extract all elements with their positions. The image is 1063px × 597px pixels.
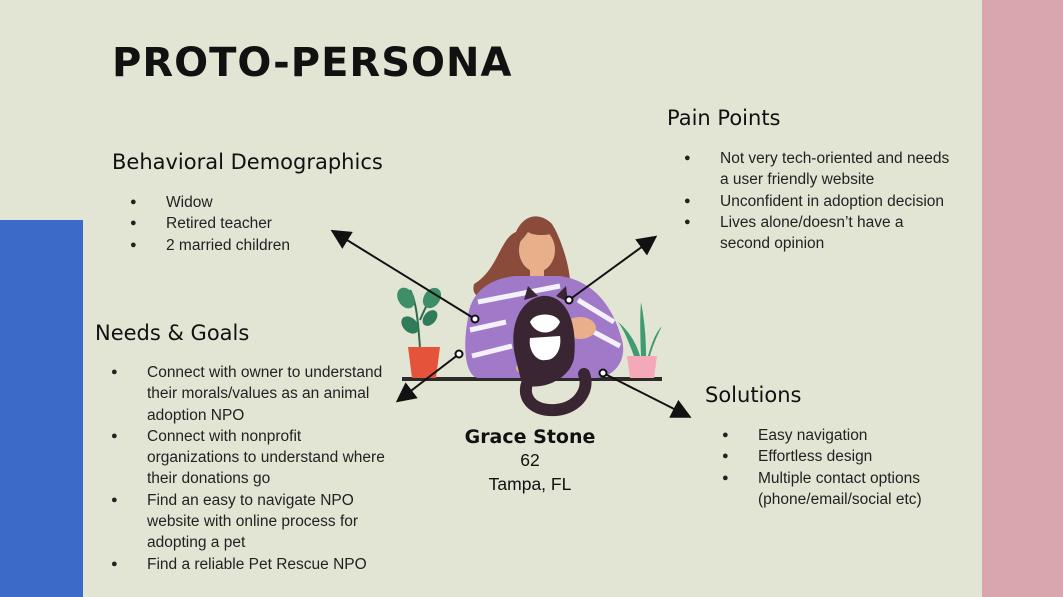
right-decor-band — [982, 0, 1063, 597]
succulent-icon — [618, 302, 662, 378]
list-item: Connect with nonprofit organizations to … — [95, 426, 395, 490]
page-title: PROTO-PERSONA — [112, 40, 513, 86]
persona-name: Grace Stone — [464, 426, 596, 448]
behavioral-demographics-heading: Behavioral Demographics — [112, 150, 383, 174]
needs-goals-heading: Needs & Goals — [95, 321, 250, 345]
list-item: Lives alone/doesn’t have a second opinio… — [675, 212, 950, 255]
cat-icon — [513, 286, 592, 417]
potted-plant-icon — [397, 287, 442, 378]
persona-age: 62 — [520, 450, 540, 470]
behavioral-demographics-list: Widow Retired teacher 2 married children — [114, 192, 374, 256]
list-item: Connect with owner to understand their m… — [95, 362, 395, 426]
persona-info: Grace Stone 62 Tampa, FL — [440, 426, 620, 496]
list-item: Find an easy to navigate NPO website wit… — [95, 490, 395, 554]
solutions-heading: Solutions — [705, 383, 802, 407]
list-item: Easy navigation — [714, 425, 964, 447]
list-item: Widow — [114, 192, 374, 214]
list-item: Not very tech-oriented and needs a user … — [675, 148, 950, 191]
pain-points-heading: Pain Points — [667, 106, 781, 130]
needs-goals-list: Connect with owner to understand their m… — [95, 362, 395, 575]
left-decor-band — [0, 220, 83, 597]
list-item: Find a reliable Pet Rescue NPO — [95, 554, 395, 576]
list-item: 2 married children — [114, 235, 374, 257]
list-item: Multiple contact options (phone/email/so… — [714, 468, 964, 511]
solutions-list: Easy navigation Effortless design Multip… — [714, 425, 964, 510]
pain-points-list: Not very tech-oriented and needs a user … — [675, 148, 950, 254]
persona-location: Tampa, FL — [488, 474, 572, 494]
list-item: Retired teacher — [114, 213, 374, 235]
connector-arrows — [330, 229, 692, 418]
list-item: Effortless design — [714, 446, 964, 468]
list-item: Unconfident in adoption decision — [675, 191, 950, 213]
